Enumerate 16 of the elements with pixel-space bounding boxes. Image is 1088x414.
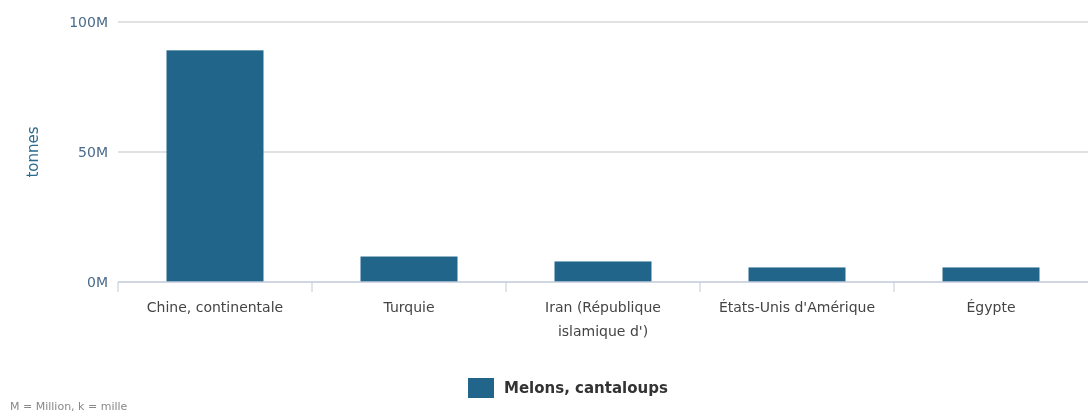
x-tick-label: Turquie bbox=[382, 299, 435, 315]
y-tick-label: 0M bbox=[87, 273, 108, 290]
x-tick-label: Chine, continentale bbox=[146, 299, 284, 315]
bar bbox=[360, 256, 458, 282]
y-axis-title: tonnes bbox=[24, 126, 42, 178]
text: M = Million, k = mille bbox=[10, 400, 128, 413]
bar bbox=[166, 50, 264, 282]
bar bbox=[942, 267, 1040, 282]
x-tick-label: Égypte bbox=[966, 299, 1016, 315]
y-tick-label: 50M bbox=[78, 143, 108, 160]
legend-label: Melons, cantaloups bbox=[504, 379, 668, 398]
x-tick-label: Iran (République islamique d') bbox=[545, 299, 661, 339]
x-tick-label: États-Unis d'Amérique bbox=[718, 299, 876, 315]
y-tick-label: 100M bbox=[69, 13, 108, 30]
bar bbox=[554, 261, 652, 282]
bar bbox=[748, 267, 846, 282]
